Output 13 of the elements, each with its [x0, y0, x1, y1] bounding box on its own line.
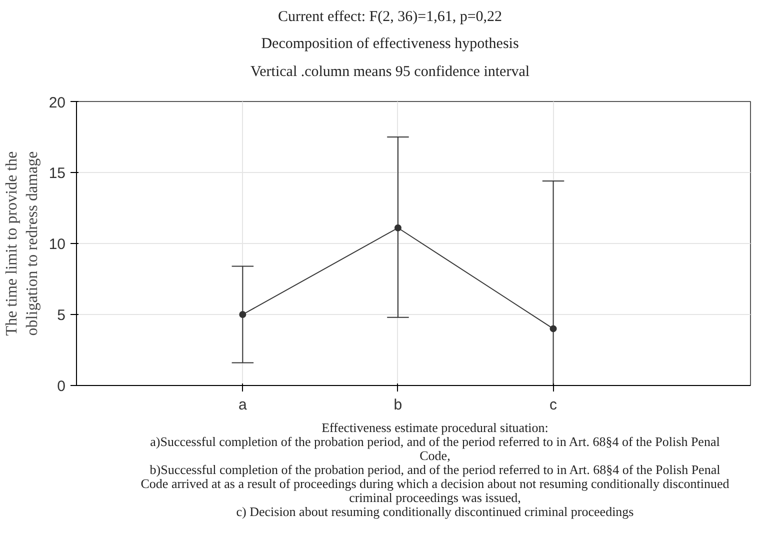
y-tick-label: 0 — [57, 378, 66, 395]
chart-subtitle: Decomposition of effectiveness hypothesis Vertical .column means 95 confidence interval — [249, 35, 531, 82]
y-tick-label: 10 — [48, 236, 66, 253]
x-axis-title: Effectiveness estimate procedural situation: — [320, 420, 550, 435]
y-tick-label: 20 — [48, 94, 66, 112]
x-tick-label: a — [238, 396, 248, 414]
x-tick-label: c — [550, 396, 558, 414]
text: c) Decision about resuming conditionally discontinued criminal proceedings — [235, 504, 635, 519]
y-tick-label: 5 — [57, 307, 66, 324]
chart-title: Current effect: F(2, 36)=1,61, p=0,22 — [276, 8, 504, 27]
x-tick-label: b — [394, 396, 402, 414]
y-axis-title: The time limit to provide the obligation to redress damage — [3, 151, 41, 336]
y-tick-label: 15 — [48, 165, 66, 182]
